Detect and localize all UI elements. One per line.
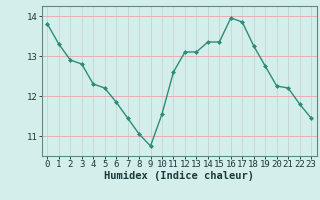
X-axis label: Humidex (Indice chaleur): Humidex (Indice chaleur) bbox=[104, 171, 254, 181]
